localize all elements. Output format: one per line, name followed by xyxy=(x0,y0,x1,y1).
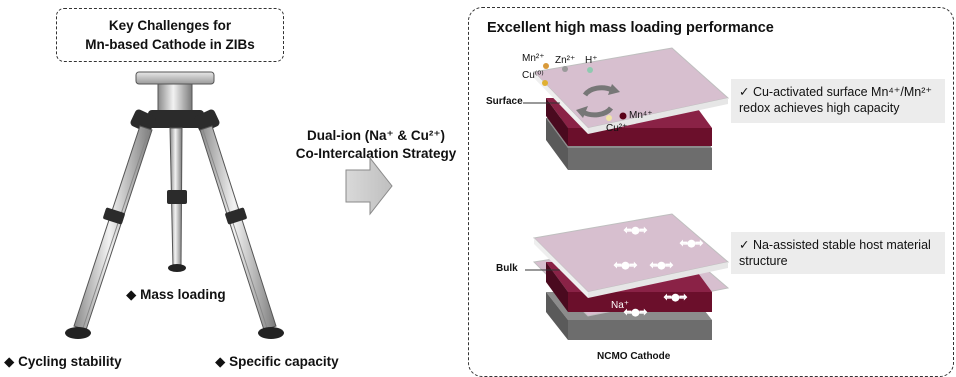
svg-text:⇦●⇨: ⇦●⇨ xyxy=(664,293,687,303)
svg-text:⇦●⇨: ⇦●⇨ xyxy=(650,261,673,271)
bulk-label: Bulk xyxy=(496,263,518,274)
ion-cu2-label: Cu²⁺ xyxy=(606,123,628,134)
ion-zn2-label: Zn²⁺ xyxy=(555,55,576,66)
bulk-note-line1: ✓ Na-assisted stable host material xyxy=(739,238,931,252)
surface-label: Surface xyxy=(486,96,523,107)
performance-title: Excellent high mass loading performance xyxy=(487,20,774,36)
surface-note-line1: ✓ Cu-activated surface Mn⁴⁺/Mn²⁺ xyxy=(739,85,932,99)
strategy-line1: Dual-ion (Na⁺ & Cu²⁺) xyxy=(307,128,445,143)
ion-na-label: Na⁺ xyxy=(611,300,630,311)
surface-note-line2: redox achieves high capacity xyxy=(739,101,900,115)
ion-mn4-label: Mn⁴⁺ xyxy=(629,110,653,121)
ion-cu0-label: Cu⁽⁰⁾ xyxy=(522,70,544,81)
svg-text:⇦●⇨: ⇦●⇨ xyxy=(680,239,703,249)
svg-text:⇦●⇨: ⇦●⇨ xyxy=(614,261,637,271)
cathode-label: NCMO Cathode xyxy=(597,351,671,362)
challenge-title-line1: Key Challenges for xyxy=(108,18,232,33)
svg-text:⇦●⇨: ⇦●⇨ xyxy=(624,226,647,236)
bulk-note-line2: structure xyxy=(739,254,788,268)
ion-mn2-label: Mn²⁺ xyxy=(522,53,545,64)
surface-note: ✓ Cu-activated surface Mn⁴⁺/Mn²⁺ redox a… xyxy=(731,79,945,123)
strategy-text: Dual-ion (Na⁺ & Cu²⁺) Co-Intercalation S… xyxy=(276,127,476,163)
strategy-line2: Co-Intercalation Strategy xyxy=(295,146,457,161)
bulk-slab-stack: ⇦●⇨ ⇦●⇨ ⇦●⇨ ⇦●⇨ ⇦●⇨ ⇦●⇨ xyxy=(525,213,730,340)
ion-h-label: H⁺ xyxy=(585,55,598,66)
cycling-stability-label: ◆ Cycling stability xyxy=(4,354,122,369)
tripod-illustration xyxy=(65,71,284,339)
challenge-title-line2: Mn-based Cathode in ZIBs xyxy=(85,37,255,52)
arrow-icon xyxy=(345,156,393,216)
surface-slab-stack xyxy=(523,47,730,170)
svg-text:⇦●⇨: ⇦●⇨ xyxy=(624,308,647,318)
bulk-note: ✓ Na-assisted stable host material struc… xyxy=(731,232,945,274)
mass-loading-label: ◆ Mass loading xyxy=(126,287,226,302)
specific-capacity-label: ◆ Specific capacity xyxy=(215,354,339,369)
challenge-title-box: Key Challenges for Mn-based Cathode in Z… xyxy=(56,8,284,62)
